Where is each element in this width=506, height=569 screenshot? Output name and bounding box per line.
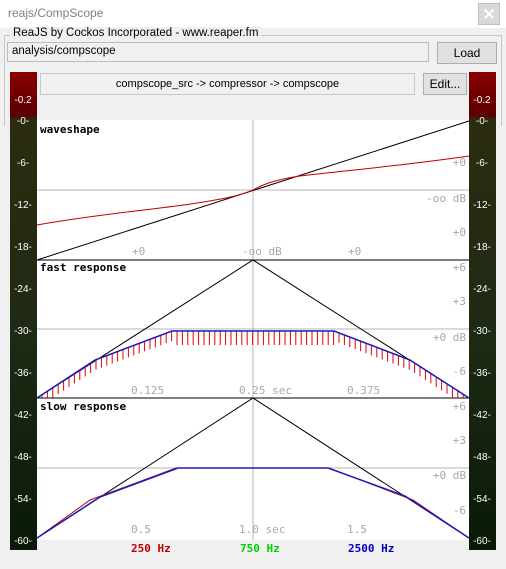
load-button[interactable]: Load <box>437 42 497 64</box>
left-level-meter <box>10 72 37 550</box>
legend-750hz: 750 Hz <box>240 542 280 555</box>
waveshape-right-label-mid: -oo dB <box>426 192 466 205</box>
fast-envelope-triangle <box>36 259 470 399</box>
left-meter-scale-label: -12- <box>14 200 32 211</box>
edit-button[interactable]: Edit... <box>423 73 467 95</box>
right-level-meter <box>469 72 496 550</box>
legend-2500hz: 2500 Hz <box>348 542 394 555</box>
right-meter-scale-label: -60- <box>473 536 491 547</box>
left-meter-scale-label: -0.2 <box>14 95 32 106</box>
fast-response-title: fast response <box>40 261 126 274</box>
close-button[interactable] <box>478 3 500 25</box>
right-meter-scale-label: -48- <box>473 452 491 463</box>
right-meter-scale-label: -0.2 <box>473 95 491 106</box>
fast-right-label-p6: +6 <box>453 261 466 274</box>
group-label: ReaJS by Cockos Incorporated - www.reape… <box>10 27 262 39</box>
slow-response-title: slow response <box>40 400 126 413</box>
right-meter-scale-label: -18- <box>473 242 491 253</box>
left-meter-scale-label: -0- <box>17 116 29 127</box>
legend-250hz: 250 Hz <box>131 542 171 555</box>
fast-right-label-p3: +3 <box>453 295 466 308</box>
waveshape-right-label-bottom: +0 <box>453 226 466 239</box>
title-bar: reajs/CompScope <box>0 0 506 28</box>
slow-envelope-triangle <box>36 397 470 539</box>
window-title: reajs/CompScope <box>8 6 104 20</box>
effect-path-field[interactable]: analysis/compscope <box>7 42 429 62</box>
fast-bottom-center-label: 0.25 sec <box>239 384 292 397</box>
waveshape-bottom-left-label: +0 <box>132 245 145 258</box>
waveshape-bottom-center-label: -oo dB <box>242 245 282 258</box>
waveshape-title: waveshape <box>40 123 100 136</box>
right-meter-scale-label: -0- <box>476 116 488 127</box>
waveshape-bottom-right-label: +0 <box>348 245 361 258</box>
slow-bottom-right-label: 1.5 <box>347 523 367 536</box>
waveshape-right-label-top: +0 <box>453 156 466 169</box>
fast-bottom-left-label: 0.125 <box>131 384 164 397</box>
left-meter-scale-label: -24- <box>14 284 32 295</box>
right-meter-scale-label: -12- <box>473 200 491 211</box>
right-meter-scale-label: -30- <box>473 326 491 337</box>
slow-right-label-m6: -6 <box>453 504 466 517</box>
slow-right-label-p6: +6 <box>453 400 466 413</box>
fast-right-label-m6: -6 <box>453 365 466 378</box>
right-meter-scale-label: -6- <box>476 158 488 169</box>
right-meter-scale-label: -54- <box>473 494 491 505</box>
left-meter-scale-label: -54- <box>14 494 32 505</box>
left-meter-scale-label: -18- <box>14 242 32 253</box>
right-meter-scale-label: -42- <box>473 410 491 421</box>
left-meter-scale-label: -60- <box>14 536 32 547</box>
right-meter-scale-label: -24- <box>473 284 491 295</box>
slow-right-label-0db: +0 dB <box>433 469 466 482</box>
right-meter-scale-label: -36- <box>473 368 491 379</box>
fast-response-curve <box>36 330 470 399</box>
left-meter-scale-label: -48- <box>14 452 32 463</box>
left-meter-scale-label: -42- <box>14 410 32 421</box>
left-meter-scale-label: -36- <box>14 368 32 379</box>
signal-chain-label: compscope_src -> compressor -> compscope <box>40 73 415 95</box>
left-meter-scale-label: -30- <box>14 326 32 337</box>
slow-bottom-center-label: 1.0 sec <box>239 523 285 536</box>
fast-right-label-0db: +0 dB <box>433 331 466 344</box>
waveshape-curve <box>36 155 470 226</box>
slow-right-label-p3: +3 <box>453 434 466 447</box>
slow-response-curve-high <box>36 467 470 539</box>
fast-bottom-right-label: 0.375 <box>347 384 380 397</box>
left-meter-scale-label: -6- <box>17 158 29 169</box>
slow-bottom-left-label: 0.5 <box>131 523 151 536</box>
